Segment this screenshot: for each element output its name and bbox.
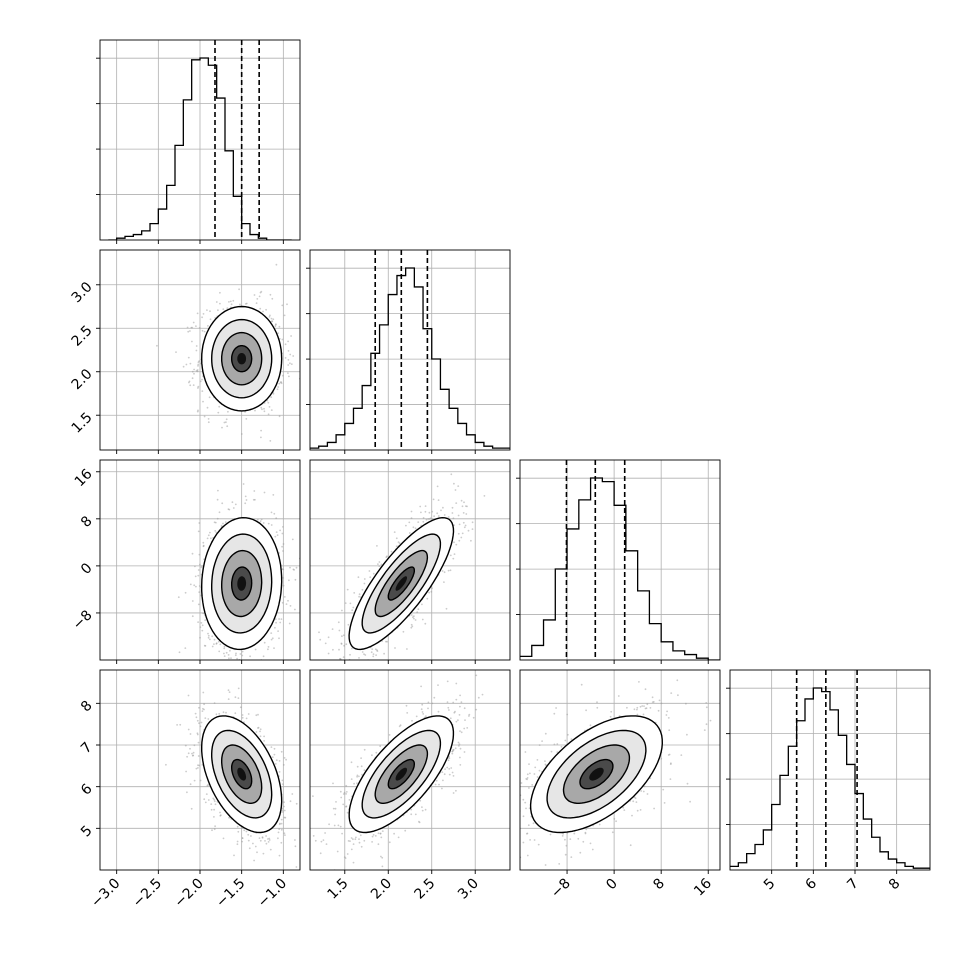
x-tick-label-1-4: −1.5 [213,876,248,911]
contour-4-2-2 [374,744,429,804]
contour-3-2-4 [348,516,455,651]
joint-frame-4-2 [309,669,511,871]
joint-panel-3-1 [99,459,301,661]
x-ticks-3-2 [344,660,476,664]
density-region-2-1-5 [237,353,247,365]
y-tick-label-2-3: 2.5 [69,323,96,350]
contour-4-1-2 [221,744,263,804]
contour-4-3-4 [529,715,664,834]
histogram-panel-2 [306,249,511,451]
x-ticks-4-2 [344,870,476,874]
x-tick-label-4-3: 7 [844,876,862,894]
density-region-4-3-5 [589,767,604,781]
contour-4-3-1 [579,758,614,790]
y-tick-label-3-4: 16 [72,466,96,490]
y-tick-label-4-4: 8 [78,698,96,716]
y-tick-label-2-2: 2.0 [69,366,96,393]
contour-4-1-3 [211,729,273,819]
joint-panel-4-1 [99,669,301,871]
histogram-line-2 [310,267,510,449]
x-tick-label-2-4: 3.0 [455,876,482,903]
x-tick-label-2-1: 1.5 [325,876,352,903]
contour-3-1-1 [231,566,253,601]
y-tick-label-3-3: 8 [78,513,96,531]
joint-panel-4-2 [309,669,511,871]
x-tick-label-4-2: 6 [803,875,821,893]
density-region-4-2-5 [395,767,407,781]
contour-4-2-3 [361,729,442,819]
x-ticks-1-1 [116,240,284,244]
x-tick-label-2-3: 2.5 [412,876,439,903]
x-tick-label-4-1: 5 [761,876,779,894]
x-tick-label-1-3: −2.0 [171,876,206,911]
histogram-panel-1 [96,39,301,241]
joint-panel-2-1 [99,249,301,451]
x-tick-label-4-4: 8 [886,876,904,894]
histogram-line-1 [108,57,292,240]
contour-2-1-3 [210,318,273,399]
y-tick-label-4-3: 7 [78,739,96,757]
contour-3-1-3 [211,533,273,634]
contour-4-2-4 [348,715,455,834]
contour-3-2-1 [387,566,415,601]
histogram-panel-3 [516,459,721,661]
contour-3-2-3 [361,533,442,634]
contour-4-3-3 [546,729,647,819]
x-tick-label-3-4: 16 [691,875,715,899]
contour-3-1-4 [201,516,283,651]
joint-frame-4-3 [519,669,721,871]
joint-panel-4-3 [519,669,721,871]
x-tick-label-2-2: 2.0 [368,876,395,903]
x-tick-label-3-3: 8 [650,876,668,894]
x-tick-label-3-1: −8 [548,876,574,902]
contour-4-3-2 [562,744,631,804]
x-tick-label-1-2: −2.5 [130,876,165,911]
contour-4-1-4 [201,715,283,834]
density-region-4-1-5 [237,767,247,781]
y-tick-label-2-4: 3.0 [69,279,96,306]
contour-2-1-2 [221,331,263,386]
x-ticks-4-3 [566,870,709,874]
contour-4-1-1 [231,758,253,790]
y-tick-label-4-1: 5 [78,823,96,841]
x-tick-label-3-2: 0 [603,876,621,894]
joint-frame-3-2 [309,459,511,661]
histogram-frame-3 [519,459,721,661]
x-ticks-2-2 [344,450,476,454]
y-tick-label-4-2: 6 [78,781,96,799]
histogram-frame-2 [309,249,511,451]
density-region-3-2-5 [395,576,407,591]
panels-layer [96,39,931,874]
contour-2-1-4 [200,305,283,412]
x-ticks-4-4 [771,870,898,874]
contour-2-1-1 [231,345,253,373]
contour-3-1-2 [221,549,263,618]
contour-4-2-1 [387,758,415,790]
histogram-panel-4 [726,669,931,871]
y-tick-label-3-2: 0 [78,560,96,578]
x-ticks-3-1 [96,471,284,664]
histogram-line-3 [520,477,720,660]
x-tick-label-1-1: −3.0 [88,876,123,911]
joint-panel-3-2 [309,459,511,661]
contour-3-2-2 [374,549,429,618]
x-ticks-4-1 [96,702,284,874]
density-region-3-1-5 [237,576,247,591]
y-tick-label-2-1: 1.5 [69,410,96,437]
x-tick-label-1-5: −1.0 [255,876,290,911]
x-ticks-2-1 [96,284,284,454]
histogram-line-4 [730,687,930,869]
x-ticks-3-3 [566,660,709,664]
histogram-frame-4 [729,669,931,871]
y-tick-label-3-1: −8 [70,607,96,633]
